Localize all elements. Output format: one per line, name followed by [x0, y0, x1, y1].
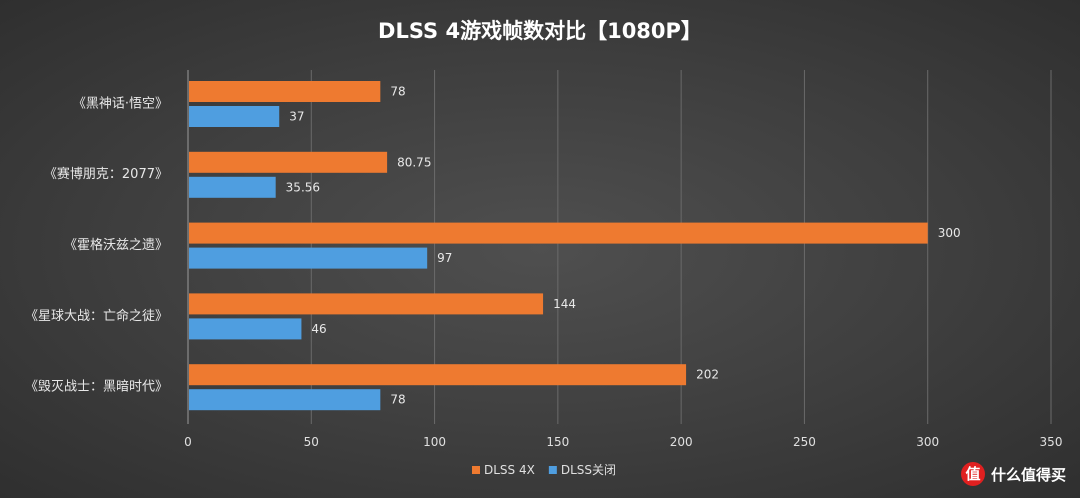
bar-dlss4x: [189, 293, 544, 315]
category-label: 《霍格沃兹之遗》: [64, 237, 168, 253]
x-tick-label: 50: [304, 435, 319, 449]
x-tick-label: 250: [793, 435, 816, 449]
watermark: 值 什么值得买: [960, 462, 1066, 486]
bar-dlss-off: [189, 318, 302, 340]
bar-dlss4x: [189, 81, 381, 102]
labels-layer: 0 50 100 150 200 250 300 350 78 37 《黑神话·悟空》 80.75 35…: [25, 85, 1062, 450]
bar-dlss-off: [189, 176, 276, 198]
data-label: 78: [390, 85, 405, 99]
data-label: 97: [437, 251, 452, 265]
legend-label: DLSS关闭: [561, 463, 616, 477]
category-label: 《毁灭战士：黑暗时代》: [25, 380, 168, 395]
bar-dlss4x: [189, 151, 388, 173]
x-tick-label: 300: [916, 435, 939, 449]
data-label: 78: [390, 393, 405, 407]
bar-dlss-off: [189, 389, 381, 411]
bar-dlss-off: [189, 106, 280, 127]
legend-swatch: [472, 466, 480, 474]
watermark-logo-icon: 值: [960, 462, 985, 486]
data-label: 80.75: [397, 155, 431, 169]
data-label: 300: [938, 226, 961, 240]
data-label: 144: [553, 297, 576, 311]
chart-title: DLSS 4游戏帧数对比【1080P】: [378, 19, 702, 43]
x-tick-label: 350: [1040, 435, 1063, 449]
data-label: 37: [289, 110, 304, 124]
data-label: 46: [311, 322, 326, 336]
x-tick-label: 200: [670, 435, 693, 449]
category-label: 《星球大战：亡命之徒》: [25, 308, 168, 324]
legend-swatch: [548, 466, 557, 474]
bar-dlss4x: [189, 364, 687, 386]
data-label: 202: [696, 368, 719, 382]
legend-label: DLSS 4X: [484, 463, 535, 477]
data-label: 35.56: [286, 180, 320, 194]
category-label: 《赛博朋克：2077》: [44, 166, 168, 182]
watermark-text: 什么值得买: [990, 465, 1066, 484]
grid-layer: [187, 70, 1052, 424]
bar-dlss-off: [189, 247, 428, 269]
bar-dlss4x: [189, 222, 928, 244]
legend: DLSS 4X DLSS关闭: [472, 463, 616, 477]
x-tick-label: 0: [184, 435, 192, 449]
x-tick-label: 100: [423, 435, 446, 449]
x-tick-label: 150: [546, 435, 569, 449]
bars-layer: [189, 81, 928, 411]
category-label: 《黑神话·悟空》: [73, 96, 168, 111]
